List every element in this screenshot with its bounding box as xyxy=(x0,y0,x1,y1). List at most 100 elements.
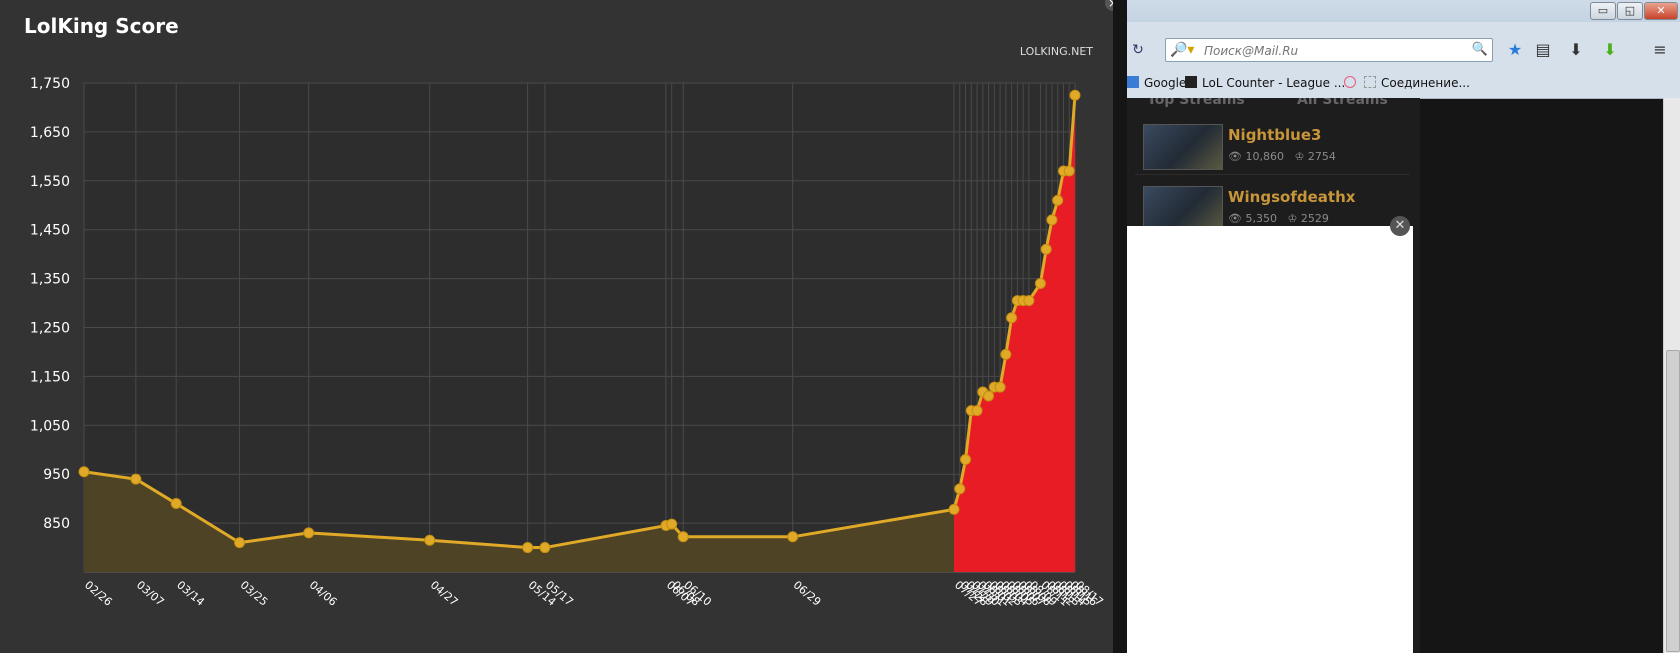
browser-chrome: ▭ ◱ ✕ ↻ 🔎▾ 🔍 ★ ▤ ⬇ ⬇ ≡ Google LoL Counte… xyxy=(1127,0,1680,99)
chart-grid xyxy=(83,82,1076,573)
page-icon xyxy=(1364,76,1376,88)
y-tick-label: 1,050 xyxy=(30,418,70,434)
downloads-icon[interactable]: ⬇ xyxy=(1569,40,1583,59)
bookmark-star-icon[interactable]: ★ xyxy=(1507,40,1523,59)
data-point xyxy=(1046,214,1058,226)
data-point xyxy=(960,454,972,466)
search-icon[interactable]: 🔍 xyxy=(1471,42,1488,57)
y-tick-label: 950 xyxy=(43,467,70,483)
navigation-bar: ↻ 🔎▾ 🔍 ★ ▤ ⬇ ⬇ ≡ xyxy=(1127,30,1680,70)
search-input[interactable] xyxy=(1202,41,1476,61)
heart-icon xyxy=(1344,76,1356,88)
data-point xyxy=(677,531,689,543)
viewer-count: 5,350 xyxy=(1245,212,1277,225)
crown-icon: ♔ xyxy=(1294,150,1305,163)
data-point xyxy=(234,537,246,549)
x-tick-label: 03/07 xyxy=(134,578,167,608)
area-before xyxy=(84,471,955,572)
y-tick-label: 850 xyxy=(43,516,70,532)
data-point xyxy=(78,466,90,478)
stream-meta: 👁 5,350 ♔ 2529 xyxy=(1228,212,1329,225)
chart-title: LolKing Score xyxy=(24,14,179,38)
data-point xyxy=(994,381,1006,393)
bookmarks-bar: Google LoL Counter - League ... Соединен… xyxy=(1127,72,1680,96)
data-point xyxy=(948,503,960,515)
minimize-button[interactable]: ▭ xyxy=(1590,2,1616,20)
data-point xyxy=(983,390,995,402)
restore-button[interactable]: ◱ xyxy=(1617,2,1643,20)
data-point xyxy=(424,534,436,546)
data-point xyxy=(539,542,551,554)
y-tick-label: 1,250 xyxy=(30,321,70,337)
search-box[interactable]: 🔎▾ 🔍 xyxy=(1165,38,1493,62)
viewer-count: 10,860 xyxy=(1245,150,1284,163)
data-point xyxy=(1023,295,1035,307)
stream-score: 2529 xyxy=(1300,212,1329,225)
score-chart: 850 950 1,050 1,150 1,250 1,350 1,450 1,550 1,65… xyxy=(30,76,1106,609)
x-tick-label: 03/25 xyxy=(238,578,271,608)
stream-meta: 👁 10,860 ♔ 2754 xyxy=(1228,150,1336,163)
bookmarks-menu-icon[interactable]: ▤ xyxy=(1535,40,1551,59)
data-point xyxy=(1034,277,1046,289)
data-point xyxy=(1052,194,1064,206)
y-tick-label: 1,450 xyxy=(30,223,70,239)
data-point xyxy=(1063,165,1075,177)
chart-area xyxy=(84,95,1075,572)
tab-all-streams[interactable]: All Streams xyxy=(1297,98,1388,108)
y-tick-label: 1,650 xyxy=(30,125,70,141)
bookmark-heart[interactable] xyxy=(1344,76,1361,90)
crown-icon: ♔ xyxy=(1287,212,1298,225)
data-point xyxy=(971,405,983,417)
bookmark-google[interactable]: Google xyxy=(1127,76,1186,90)
data-point xyxy=(1069,89,1081,101)
window-titlebar: ▭ ◱ ✕ xyxy=(1127,0,1680,22)
x-tick-label: 04/27 xyxy=(428,578,461,608)
ad-close-button[interactable]: ✕ xyxy=(1390,216,1410,236)
data-point xyxy=(130,473,142,485)
bookmark-connection[interactable]: Соединение... xyxy=(1364,76,1470,90)
area-highlight xyxy=(954,95,1075,572)
data-point xyxy=(954,483,966,495)
y-tick-label: 1,150 xyxy=(30,369,70,385)
chart-points xyxy=(78,89,1081,554)
x-tick-label: 02/26 xyxy=(82,578,115,608)
y-axis-ticks: 850 950 1,050 1,150 1,250 1,350 1,450 1,550 1,65… xyxy=(30,76,70,532)
x-axis-ticks: 02/26 03/07 03/14 03/25 04/06 04/27 05/1405/17… xyxy=(82,578,1106,608)
streams-tabs: Top Streams All Streams xyxy=(1127,98,1420,112)
stream-item[interactable]: Nightblue3 👁 10,860 ♔ 2754 xyxy=(1135,120,1410,175)
bookmark-label: Соединение... xyxy=(1381,76,1470,90)
x-tick-label: 03/14 xyxy=(174,578,207,608)
chart-credit[interactable]: LOLKING.NET xyxy=(1019,45,1093,58)
data-point xyxy=(170,498,182,510)
search-engine-icon[interactable]: 🔎▾ xyxy=(1170,42,1195,58)
eye-icon: 👁 xyxy=(1228,150,1242,163)
lol-counter-icon xyxy=(1185,76,1197,88)
data-point xyxy=(666,518,678,530)
bookmark-label: LoL Counter - League ... xyxy=(1202,76,1346,90)
reload-icon[interactable]: ↻ xyxy=(1132,42,1144,58)
stream-name[interactable]: Nightblue3 xyxy=(1228,126,1322,144)
scrollbar-thumb[interactable] xyxy=(1666,350,1680,652)
data-point xyxy=(522,542,534,554)
y-tick-label: 1,750 xyxy=(30,76,70,92)
scrollbar[interactable] xyxy=(1663,98,1680,653)
data-point xyxy=(787,531,799,543)
y-tick-label: 1,550 xyxy=(30,174,70,190)
stream-name[interactable]: Wingsofdeathx xyxy=(1228,188,1356,206)
tab-top-streams[interactable]: Top Streams xyxy=(1147,98,1245,108)
data-point xyxy=(1006,312,1018,324)
google-icon xyxy=(1127,76,1139,88)
window-close-button[interactable]: ✕ xyxy=(1644,2,1678,20)
data-point xyxy=(303,527,315,539)
ad-box[interactable] xyxy=(1127,226,1413,653)
menu-icon[interactable]: ≡ xyxy=(1653,40,1667,59)
bookmark-label: Google xyxy=(1144,76,1187,90)
bookmark-lol-counter[interactable]: LoL Counter - League ... xyxy=(1185,76,1345,90)
x-tick-label: 06/29 xyxy=(791,578,824,608)
y-tick-label: 1,350 xyxy=(30,272,70,288)
download-helper-icon[interactable]: ⬇ xyxy=(1603,40,1617,59)
stream-thumbnail[interactable] xyxy=(1143,124,1223,170)
score-chart-panel: 850 950 1,050 1,150 1,250 1,350 1,450 1,550 1,65… xyxy=(0,0,1121,653)
data-point xyxy=(1040,243,1052,255)
eye-icon: 👁 xyxy=(1228,212,1242,225)
